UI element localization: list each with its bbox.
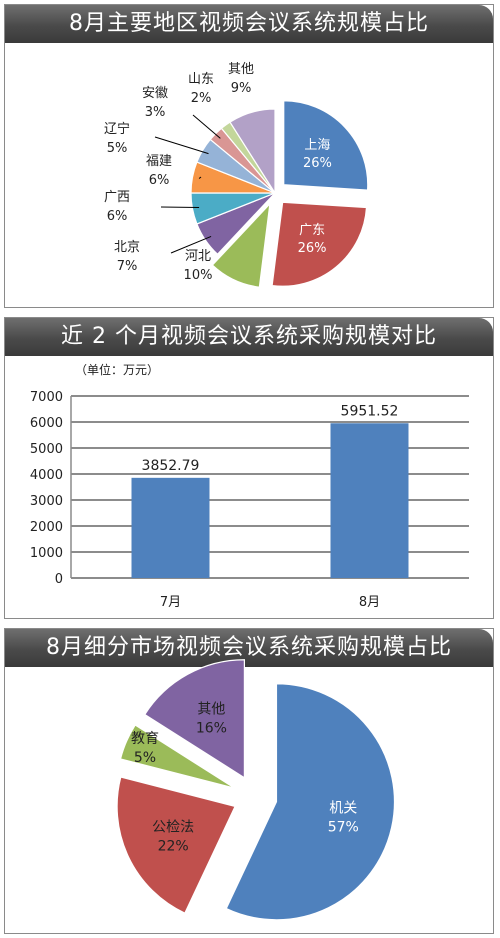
pie1-slice-pct-2: 10% (184, 268, 213, 283)
monthly-bar-chart: （单位：万元） 0 1000 2000 3000 4000 5000 6000 7000 3852… (30, 362, 469, 610)
monthly-bar-panel: 近 2 个月视频会议系统采购规模对比 （单位：万元） 0 1000 2000 3000 4… (4, 317, 494, 619)
regional-pie-panel: 8月主要地区视频会议系统规模占比 上海 26% 广东 26% 河北 10% 北京 7% 广西 6%… (4, 4, 494, 308)
bar-ytick-1: 1000 (30, 546, 63, 561)
pie1-leader-5 (198, 176, 202, 179)
pie1-slice-label-0: 上海 (304, 138, 330, 153)
pie1-leader-7 (192, 114, 221, 139)
pie1-slice-label-5: 福建 (146, 154, 172, 169)
pie1-slice-label-6: 辽宁 (104, 121, 130, 137)
pie1-slice-label-7: 安徽 (142, 86, 168, 101)
pie1-slice-label-3: 北京 (114, 240, 140, 255)
pie1-slice-label-9: 其他 (228, 62, 254, 77)
pie2-slice-pct-2: 5% (134, 750, 156, 766)
pie2-slice-label-3: 其他 (197, 702, 225, 718)
bar-ytick-4: 4000 (30, 468, 63, 483)
pie2-slice-label-0: 机关 (329, 801, 357, 817)
pie2-slice-pct-0: 57% (328, 820, 359, 836)
pie1-slice-label-8: 山东 (188, 72, 214, 87)
pie2-slice-1 (116, 776, 236, 914)
bar-1 (330, 423, 409, 578)
pie1-slice-9 (229, 108, 276, 196)
segment-pie-title: 8月细分市场视频会议系统采购规模占比 (5, 629, 493, 667)
pie1-slice-pct-1: 26% (298, 241, 327, 256)
pie1-slice-2 (211, 202, 271, 288)
pie1-slice-pct-8: 2% (191, 91, 212, 106)
bar-ytick-7: 7000 (30, 390, 63, 405)
pie1-slice-label-4: 广西 (104, 190, 130, 205)
pie1-slice-pct-5: 6% (149, 173, 170, 188)
pie1-slice-pct-7: 3% (145, 105, 166, 120)
pie1-slice-label-1: 广东 (299, 223, 325, 238)
regional-pie-title: 8月主要地区视频会议系统规模占比 (5, 5, 493, 43)
pie2-slice-3 (143, 659, 246, 779)
bar-ytick-2: 2000 (30, 520, 63, 535)
pie2-slice-label-2: 教育 (131, 731, 159, 747)
segment-pie-panel: 8月细分市场视频会议系统采购规模占比 机关 57% 公检法 22% 教育 5% 其他 16% (4, 628, 494, 934)
bar-ytick-0: 0 (55, 572, 63, 587)
pie2-slice-pct-3: 16% (196, 721, 227, 737)
pie1-slice-pct-4: 6% (107, 209, 128, 224)
pie2-slice-pct-1: 22% (158, 839, 189, 855)
bar-ytick-3: 3000 (30, 494, 63, 509)
bar-xtick-0: 7月 (160, 595, 181, 610)
regional-pie-chart: 上海 26% 广东 26% 河北 10% 北京 7% 广西 6% 福建 6% 辽宁 5% 安徽 3% 山东 2% 其… (104, 62, 369, 288)
pie1-slice-label-2: 河北 (185, 249, 211, 264)
bar-value-label-0: 3852.79 (142, 458, 200, 474)
bar-unit-note: （单位：万元） (75, 362, 159, 377)
pie1-leader-3 (170, 235, 212, 254)
monthly-bar-title: 近 2 个月视频会议系统采购规模对比 (5, 318, 493, 356)
pie1-slice-0 (283, 100, 369, 191)
pie2-slice-label-1: 公检法 (152, 820, 194, 836)
pie1-slice-pct-9: 9% (231, 81, 252, 96)
segment-pie-chart: 机关 57% 公检法 22% 教育 5% 其他 16% (116, 659, 396, 921)
pie1-leader-6 (154, 136, 209, 155)
pie2-slice-0 (225, 683, 396, 921)
pie1-slice-pct-0: 26% (303, 156, 332, 171)
pie1-slice-1 (271, 201, 368, 287)
bar-0 (131, 477, 210, 578)
pie1-slice-pct-6: 5% (107, 141, 128, 156)
bar-xtick-1: 8月 (359, 595, 380, 610)
pie2-slice-2 (119, 724, 236, 789)
bar-value-label-1: 5951.52 (341, 403, 399, 419)
pie1-slice-pct-3: 7% (117, 259, 138, 274)
bar-ytick-6: 6000 (30, 416, 63, 431)
bar-ytick-5: 5000 (30, 442, 63, 457)
